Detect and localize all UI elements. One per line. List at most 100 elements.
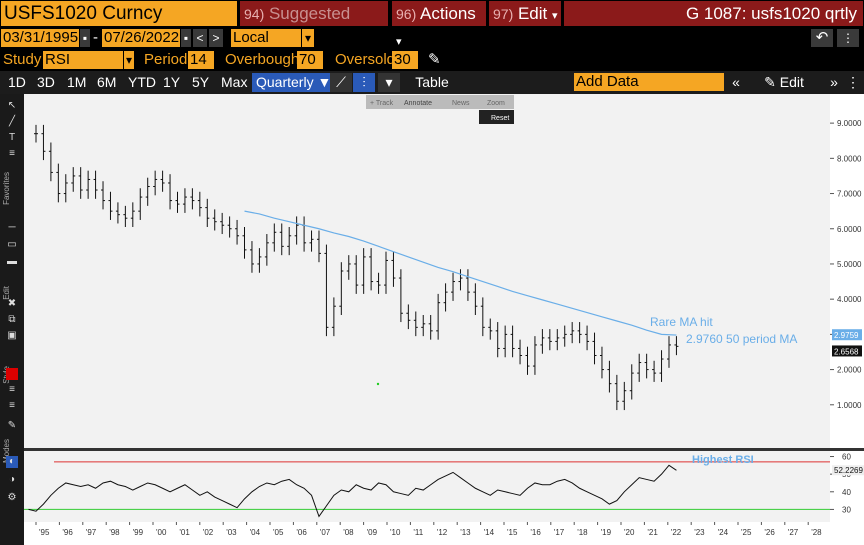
edit-menu[interactable]: 97) Edit ▾ [489, 1, 561, 26]
period-3d[interactable]: 3D [37, 74, 55, 90]
ma-value-label: 2.9759 [834, 331, 859, 340]
x-tick-label: '09 [367, 528, 378, 537]
currency-select[interactable]: Local CCY [231, 29, 301, 64]
x-tick-label: '98 [109, 528, 120, 537]
y-tick-label: 9.0000 [837, 119, 862, 128]
fib-icon[interactable]: ≡ [9, 148, 15, 159]
actions-menu[interactable]: 96) Actions ▾ [392, 1, 486, 48]
x-tick-label: '24 [718, 528, 729, 537]
prev-range-button[interactable]: < [193, 29, 207, 47]
cursor-icon[interactable]: ↖ [7, 100, 17, 111]
y-tick-label: 7.0000 [837, 190, 862, 199]
mode-2-icon[interactable]: ◑ [8, 474, 16, 485]
currency-dropdown-icon[interactable]: ▾ [302, 29, 314, 47]
color-red-icon[interactable] [6, 368, 18, 380]
edit-chart-pencil-icon: ✎ [764, 74, 780, 90]
period-1m[interactable]: 1M [67, 74, 87, 90]
y-tick-label: 1.0000 [837, 401, 862, 410]
x-tick-label: '22 [671, 528, 682, 537]
end-calendar-icon[interactable]: ▪ [181, 29, 191, 47]
y-tick-label: 4.0000 [837, 295, 862, 304]
ma-line [244, 210, 677, 336]
line-width-icon[interactable]: ≡ [9, 400, 15, 411]
edit-number: 97) [493, 6, 514, 22]
period-1y[interactable]: 1Y [163, 74, 181, 90]
annotation-rare-ma: Rare MA hit [650, 315, 713, 329]
x-tick-label: '01 [179, 528, 190, 537]
x-tick-label: '21 [647, 528, 658, 537]
rsi-line [28, 464, 677, 518]
start-date-field[interactable]: 03/31/1995 [1, 29, 79, 47]
price-chart[interactable]: + Track Annotate News Zoom Reset 9.0000 8.0000… [24, 94, 864, 545]
bar-chart-icon[interactable]: ⫶ [353, 73, 375, 92]
copy-icon[interactable]: ⧉ [8, 314, 16, 325]
brush-icon[interactable]: ✎ [7, 420, 17, 431]
chart-type-dropdown-icon[interactable]: ▾ [378, 73, 400, 92]
start-calendar-icon[interactable]: ▪ [80, 29, 90, 47]
overbought-input[interactable]: 70 [297, 51, 323, 69]
study-select[interactable]: RSI [43, 51, 123, 69]
edit-chart-button[interactable]: ✎ Edit Chart [746, 73, 822, 109]
paste-icon[interactable]: ▣ [7, 330, 17, 341]
period-toolbar: 1D 3D 1M 6M YTD 1Y 5Y Max Quarterly ▼ ⟋ … [0, 71, 864, 109]
x-tick-label: '13 [460, 528, 471, 537]
oversold-label: Oversold [335, 51, 396, 68]
more-options-icon[interactable]: ⋮ [837, 29, 859, 47]
suggested-number: 94) [244, 6, 265, 22]
period-1d[interactable]: 1D [8, 74, 26, 90]
line-tool-icon[interactable]: ─ [8, 222, 16, 233]
collapse-icon[interactable]: « [728, 73, 744, 92]
suggested-charts-menu[interactable]: 94) Suggested Charts [240, 1, 388, 49]
line-style-icon[interactable]: ≡ [9, 384, 15, 395]
favorites-label: Favorites [2, 172, 11, 205]
marker-dot [376, 382, 380, 386]
period-5y[interactable]: 5Y [192, 74, 210, 90]
y-tick-label: 8.0000 [837, 154, 862, 163]
last-price-tag [832, 345, 862, 357]
frequency-select[interactable]: Quarterly ▼ [252, 73, 336, 92]
rsi-annotation: Highest RSI [692, 454, 754, 466]
x-tick-label: '28 [811, 528, 822, 537]
line-chart-icon[interactable]: ⟋ [330, 73, 352, 92]
y-tick-label: 5.0000 [837, 260, 862, 269]
period-input[interactable]: 14 [188, 51, 214, 69]
period-ytd[interactable]: YTD [128, 74, 156, 90]
next-range-button[interactable]: > [209, 29, 223, 47]
expand-icon[interactable]: » [826, 73, 842, 92]
rsi-last-label: 52.2269 [834, 466, 863, 475]
x-tick-label: '27 [788, 528, 799, 537]
x-tick-label: '14 [484, 528, 495, 537]
delete-icon[interactable]: ✖ [7, 298, 17, 309]
oversold-input[interactable]: 30 [392, 51, 418, 69]
x-tick-label: '11 [413, 528, 423, 537]
end-date-field[interactable]: 07/26/2022 [102, 29, 180, 47]
left-toolbar: ↖ ╱ T ≡ Favorites ─ ▭ ▬ Edit ✖ ⧉ ▣ Style… [0, 94, 24, 545]
x-tick-label: '16 [530, 528, 541, 537]
rsi-y-tick-label: 30 [842, 505, 851, 514]
pencil-icon[interactable]: ✎ [428, 51, 441, 68]
rectangle-icon[interactable]: ▭ [7, 239, 17, 250]
window-title: G 1087: usfs1020 qrtly [564, 1, 863, 26]
x-tick-label: '00 [156, 528, 167, 537]
period-max[interactable]: Max [221, 74, 248, 90]
table-button[interactable]: Table [402, 73, 462, 92]
study-dropdown-icon[interactable]: ▾ [124, 51, 134, 69]
mode-active-icon[interactable]: ◐ [6, 456, 18, 468]
x-tick-label: '08 [343, 528, 354, 537]
period-6m[interactable]: 6M [97, 74, 117, 90]
study-label: Study [3, 51, 42, 68]
add-data-input[interactable]: Add Data [574, 73, 724, 91]
period-label: Period [144, 51, 188, 68]
chart-menu-icon[interactable]: ⋮ [845, 73, 861, 92]
annotation-ma-value: 2.9760 50 period MA [686, 332, 797, 346]
zoom-button: Zoom [487, 100, 505, 107]
x-tick-label: '17 [554, 528, 565, 537]
settings-gear-icon[interactable]: ⚙ [7, 492, 17, 503]
text-icon[interactable]: T [8, 132, 16, 143]
annotate-button: Annotate [404, 100, 432, 107]
layer-icon[interactable]: ▬ [7, 256, 17, 267]
ticker-field[interactable]: USFS1020 Curncy [1, 1, 237, 26]
undo-icon[interactable]: ↶ [811, 29, 833, 47]
x-tick-label: '18 [577, 528, 588, 537]
trendline-icon[interactable]: ╱ [8, 116, 16, 127]
